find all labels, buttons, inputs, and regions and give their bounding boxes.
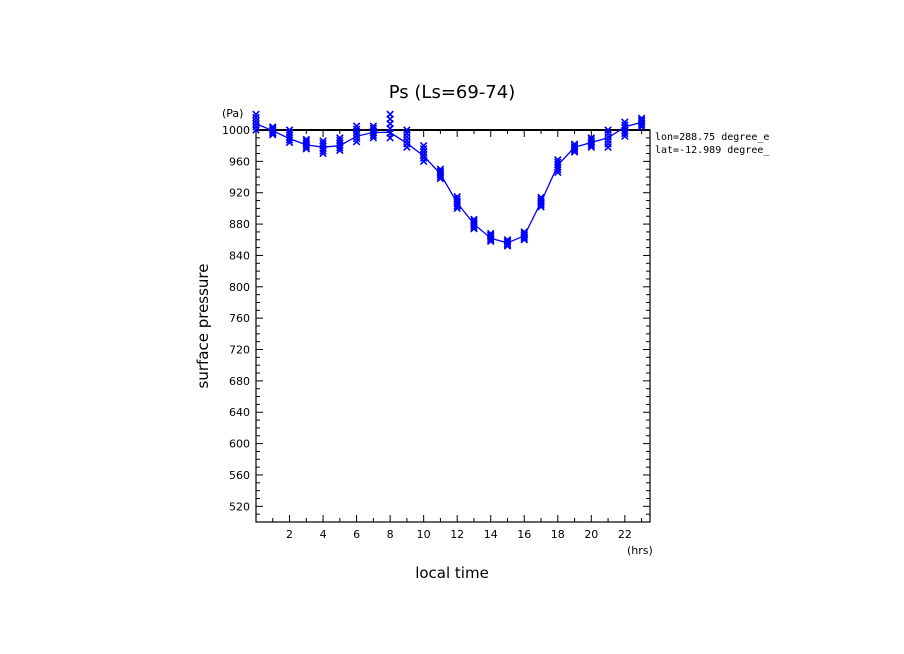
data-point	[621, 132, 629, 141]
data-point	[503, 239, 512, 248]
x-tick-label: 14	[484, 528, 498, 541]
data-point	[269, 130, 277, 139]
data-point	[302, 143, 311, 151]
x-tick-label: 18	[551, 528, 565, 541]
plot-area: 520 560 600 640 680 720 760 800 840 880 920 960 1000…	[222, 110, 651, 541]
data-point	[319, 149, 327, 158]
data-point	[537, 201, 545, 209]
x-tick-label: 12	[450, 528, 464, 541]
x-tick-label: 20	[584, 528, 598, 541]
y-tick-label: 680	[229, 375, 250, 388]
data-point	[537, 203, 545, 211]
data-point	[621, 118, 629, 126]
data-point	[470, 223, 478, 231]
data-point	[419, 157, 428, 166]
data-point	[570, 146, 579, 155]
data-point	[302, 145, 311, 153]
y-tick-label: 840	[229, 249, 250, 262]
x-tick-label: 4	[320, 528, 327, 541]
y-tick-label: 1000	[222, 124, 250, 137]
y-tick-label: 760	[229, 312, 250, 325]
data-point	[621, 129, 629, 138]
chart-title: Ps (Ls=69-74)	[389, 82, 515, 103]
data-point	[621, 121, 629, 129]
data-point	[554, 168, 562, 177]
data-point	[453, 202, 461, 210]
x-axis-units: (hrs)	[627, 544, 653, 557]
data-point	[285, 138, 294, 147]
data-point	[570, 148, 579, 156]
data-point	[503, 241, 512, 249]
data-point	[386, 134, 394, 142]
data-point	[604, 143, 612, 152]
y-tick-label: 960	[229, 155, 250, 168]
series-line	[255, 121, 642, 244]
data-point	[336, 146, 344, 155]
x-tick-label: 8	[387, 528, 394, 541]
data-point	[520, 234, 529, 242]
data-point	[486, 237, 495, 246]
data-point	[503, 242, 512, 250]
x-tick-label: 10	[417, 528, 431, 541]
data-point	[637, 121, 646, 129]
y-tick-label: 520	[229, 500, 250, 513]
data-point	[520, 235, 529, 244]
data-point	[369, 134, 378, 142]
data-point	[252, 126, 260, 134]
data-point	[621, 126, 629, 135]
data-point	[453, 204, 461, 213]
y-tick-label: 640	[229, 406, 250, 419]
annotation-lat: lat=-12.989 degree_	[655, 145, 770, 156]
data-point	[403, 143, 411, 152]
y-tick-label: 720	[229, 344, 250, 357]
data-point	[621, 124, 629, 132]
data-point	[269, 129, 277, 137]
data-point	[637, 123, 646, 131]
data-point	[470, 225, 478, 233]
data-point	[319, 147, 327, 155]
data-point	[436, 174, 445, 183]
y-tick-label: 800	[229, 281, 250, 294]
y-axis-label: surface pressure	[194, 264, 212, 389]
x-tick-label: 2	[286, 528, 293, 541]
data-point	[352, 137, 361, 146]
data-point	[554, 166, 562, 174]
data-point	[486, 235, 495, 244]
x-tick-label: 6	[353, 528, 360, 541]
x-tick-label: 22	[618, 528, 632, 541]
x-tick-label: 16	[517, 528, 531, 541]
y-tick-label: 600	[229, 438, 250, 451]
data-point	[587, 143, 596, 152]
annotation-lon: lon=288.75 degree_e	[655, 132, 769, 143]
x-axis-label: local time	[415, 564, 489, 582]
data-point	[285, 136, 294, 144]
plot-frame	[255, 129, 651, 523]
data-point	[436, 172, 445, 181]
data-point	[336, 144, 344, 152]
y-tick-label: 920	[229, 187, 250, 200]
y-tick-label: 560	[229, 469, 250, 482]
data-point	[369, 131, 378, 140]
y-axis-units: (Pa)	[222, 107, 243, 120]
y-tick-label: 880	[229, 218, 250, 231]
data-point	[587, 141, 596, 150]
